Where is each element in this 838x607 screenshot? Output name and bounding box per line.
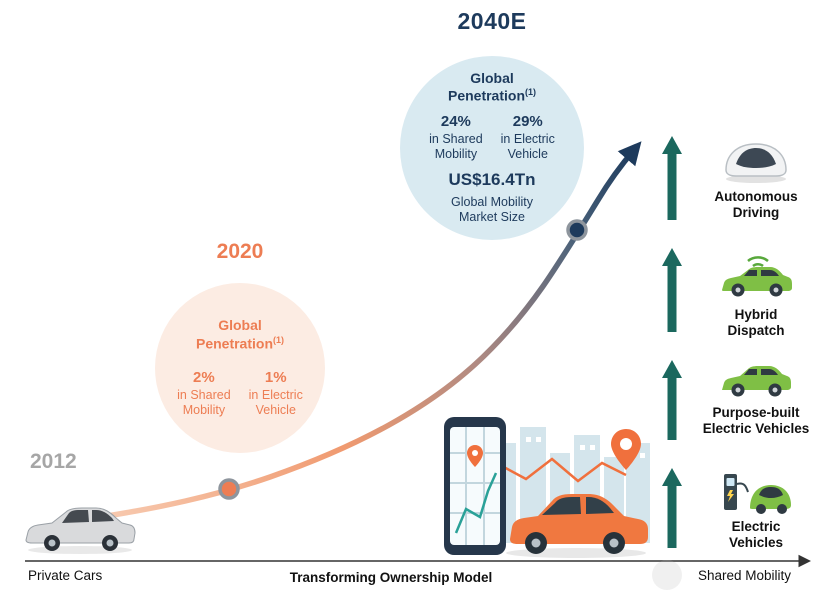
axis-label-private-cars: Private Cars	[28, 568, 103, 583]
shared-mobility-illustration	[430, 413, 662, 563]
penetration-bubble-2040: Global Penetration(1) 24% in Shared Mobi…	[400, 56, 584, 240]
autonomous-car-icon	[718, 136, 794, 184]
stat-value: 24%	[440, 112, 471, 130]
bubble-heading-2040: Global Penetration(1)	[448, 70, 536, 106]
year-2020-title: 2020	[216, 240, 264, 263]
heading-line2: Penetration	[447, 88, 525, 105]
milestone-label: Autonomous Driving	[714, 189, 798, 221]
bubble-heading-2020: Global Penetration(1)	[196, 317, 284, 353]
stat-value: 2%	[193, 368, 215, 386]
stat-label: in Shared Mobility	[429, 131, 483, 162]
axis-label-shared-mobility: Shared Mobility	[698, 568, 792, 583]
milestone-label: Hybrid Dispatch	[727, 307, 785, 339]
electric-vehicle-stat-2040: 29% in Electric Vehicle	[501, 113, 555, 163]
year-2040-title: 2040E	[457, 8, 527, 34]
growth-curve-path	[87, 141, 642, 522]
silver-sedan-icon	[25, 507, 136, 554]
purpose-built-ev-car-icon	[717, 360, 795, 400]
heading-line1: Global	[470, 69, 514, 86]
penetration-bubble-2020: Global Penetration(1) 2% in Shared Mobil…	[155, 283, 325, 453]
hybrid-dispatch-car-icon	[716, 248, 796, 302]
stat-value: 1%	[264, 368, 287, 386]
stat-label: in Electric Vehicle	[500, 131, 555, 162]
private-car-illustration	[22, 492, 138, 556]
milestone-row-electric-vehicles: Electric Vehicles	[662, 468, 820, 552]
heading-line2: Penetration	[195, 335, 273, 352]
market-size-label: Global Mobility Market Size	[451, 194, 533, 225]
route-line	[499, 457, 627, 483]
stats-row-2020: 2% in Shared Mobility 1% in Electric Veh…	[177, 369, 303, 419]
footnote-marker: (1)	[273, 334, 284, 345]
milestone-row-autonomous-driving: Autonomous Driving	[662, 136, 820, 222]
ev-charging-car-icon	[716, 468, 796, 514]
stat-label: in Shared Mobility	[177, 387, 231, 418]
electric-vehicle-stat-2020: 1% in Electric Vehicle	[249, 369, 303, 419]
axis-label-transforming-ownership: Transforming Ownership Model	[289, 570, 493, 585]
orange-ride-car-icon	[506, 494, 648, 558]
data-point-2040	[566, 219, 588, 241]
stat-value: 29%	[512, 112, 543, 130]
watermark-logo	[652, 560, 682, 590]
footnote-marker: (1)	[525, 87, 536, 98]
up-arrow-icon	[662, 360, 682, 440]
up-arrow-icon	[662, 136, 682, 220]
shared-mobility-stat-2020: 2% in Shared Mobility	[177, 369, 231, 419]
up-arrow-icon	[662, 468, 682, 548]
milestone-row-hybrid-dispatch: Hybrid Dispatch	[662, 248, 820, 340]
stat-label: in Electric Vehicle	[248, 387, 303, 418]
map-phone-icon	[444, 417, 506, 555]
year-2012-label: 2012	[30, 450, 77, 473]
milestone-row-purpose-built-ev: Purpose-built Electric Vehicles	[662, 360, 820, 440]
market-size-value: US$16.4Tn	[448, 169, 536, 189]
shared-mobility-stat-2040: 24% in Shared Mobility	[429, 113, 483, 163]
data-point-2020	[218, 478, 240, 500]
up-arrow-icon	[662, 248, 682, 332]
stats-row-2040: 24% in Shared Mobility 29% in Electric V…	[429, 113, 555, 163]
milestone-label: Purpose-built Electric Vehicles	[702, 405, 810, 437]
milestone-label: Electric Vehicles	[728, 519, 784, 551]
heading-line1: Global	[218, 317, 262, 334]
